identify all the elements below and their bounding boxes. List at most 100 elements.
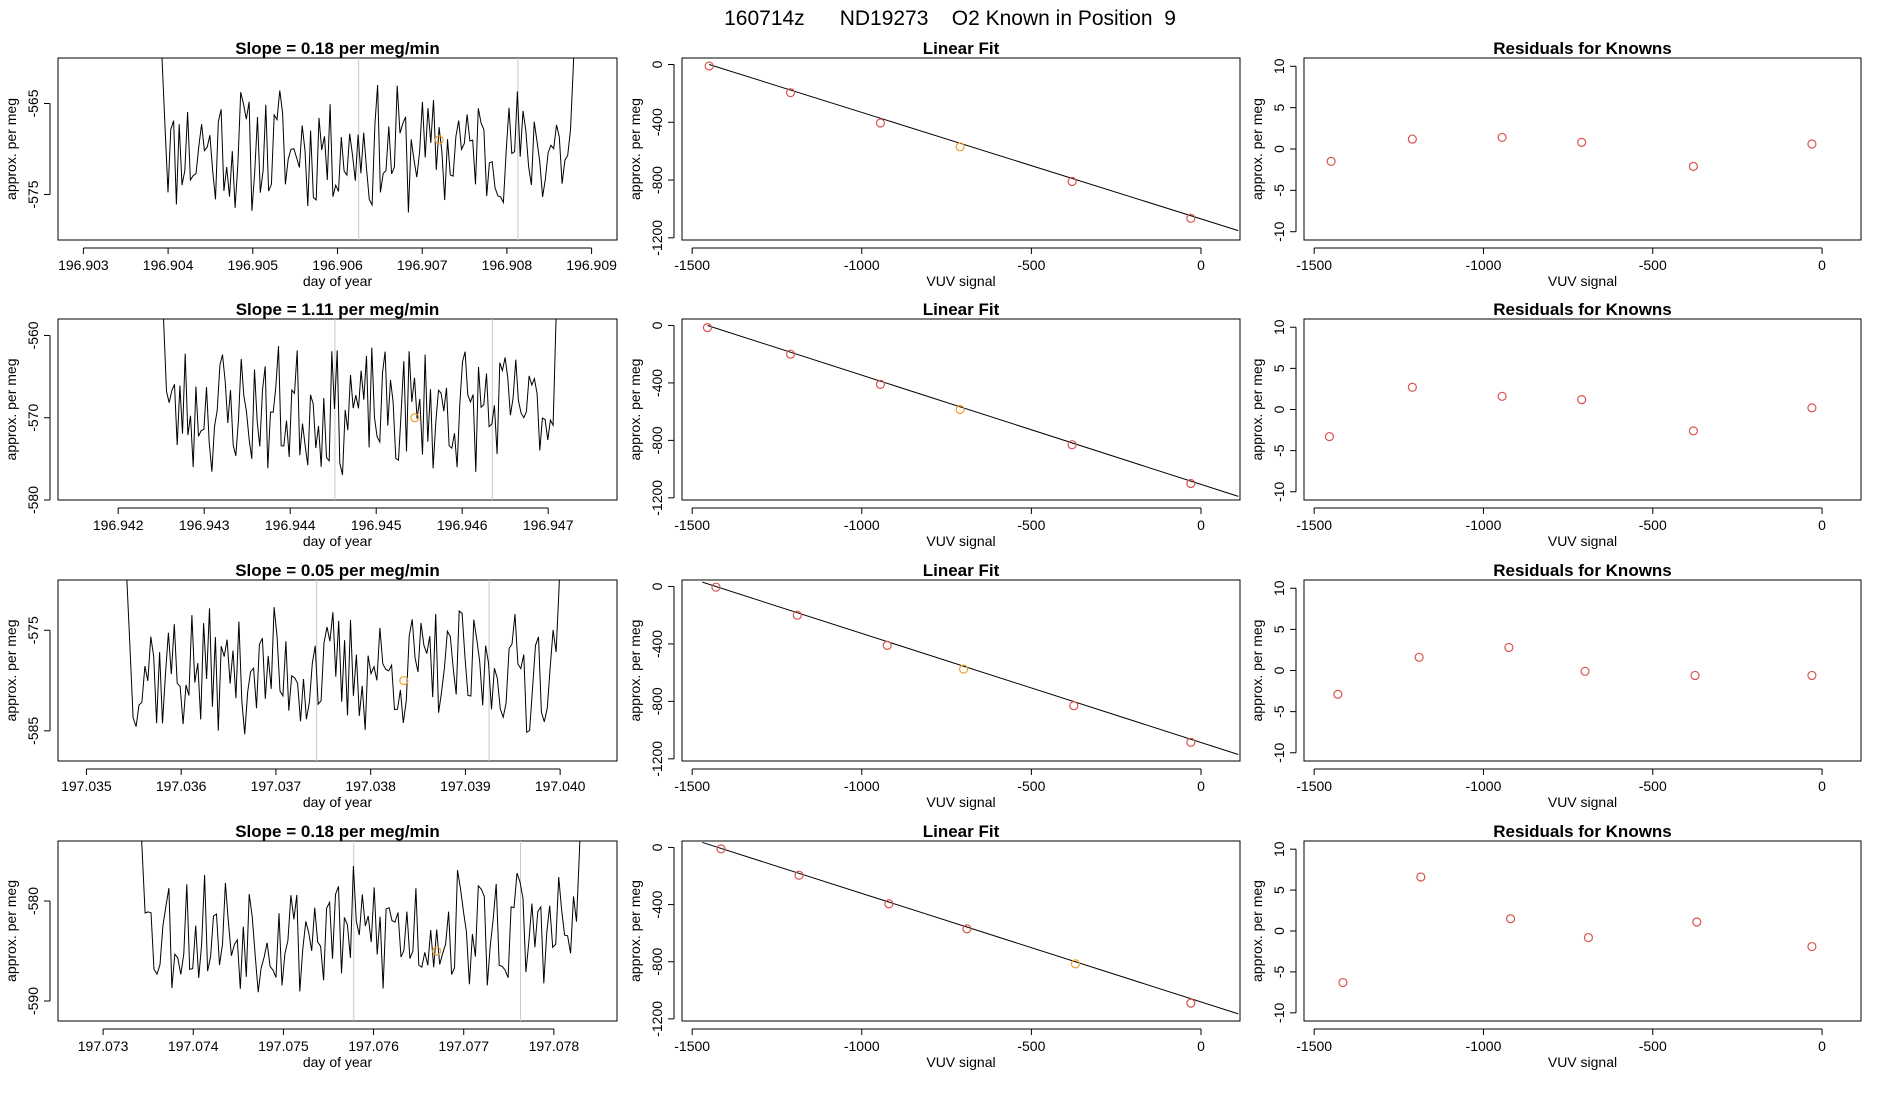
x-tick-label: -1000 [844,1038,880,1054]
y-axis-label: approx. per meg [3,98,19,200]
highlight-point [432,946,442,956]
x-axis-label: VUV signal [1548,794,1617,810]
data-point [1069,701,1079,711]
x-tick-label: 197.077 [438,1038,489,1054]
x-axis-label: day of year [303,1054,373,1070]
data-point [1186,213,1196,223]
data-point [884,899,894,909]
figure-title: 160714z ND19273 O2 Known in Position 9 [724,7,1176,30]
fit-panel-row-2: Linear Fit -1500 -1000 -500 0 VUV signal 0 -400… [627,300,1241,549]
plot-frame [57,579,618,762]
y-tick-label: -400 [649,630,665,658]
plot-data-group [1324,382,1817,442]
plot-data-group [1338,872,1817,988]
y-tick-label: -400 [649,890,665,918]
x-tick-label: -1500 [1296,517,1332,533]
data-point [1497,132,1507,143]
x-axis-label: VUV signal [1548,273,1617,289]
panel-title: Slope = 0.18 per meg/min [235,39,440,58]
x-axis-label: VUV signal [926,1054,995,1070]
x-tick-label: 196.947 [523,517,574,533]
x-tick-label: 197.073 [78,1038,129,1054]
panel-title: Linear Fit [923,561,1000,580]
x-axis-label: day of year [303,794,373,810]
y-tick-label: -5 [1271,965,1287,978]
y-tick-label: 0 [649,60,665,68]
x-tick-label: -1000 [844,257,880,273]
data-point [702,323,713,333]
highlight-point [399,675,409,686]
x-tick-label: -1000 [844,517,880,533]
data-point [1407,382,1417,392]
plot-frame [1303,57,1862,241]
y-tick-label: 0 [1271,666,1287,674]
data-point [1577,137,1587,147]
x-tick-label: 196.942 [93,517,144,533]
residuals-panel-row-3: Residuals for Knowns -1500 -1000 -500 0 VUV s… [1249,561,1862,810]
y-tick-label: -575 [25,180,41,208]
data-point [1186,998,1196,1008]
y-tick-label: -570 [25,404,41,432]
panel-title: Linear Fit [923,300,1000,319]
x-tick-label: -1500 [1296,778,1332,794]
panel-title: Slope = 0.18 per meg/min [235,822,440,841]
plot-frame [1303,840,1862,1022]
timeseries-panel-row-1: Slope = 0.18 per meg/min 196.903 196.904 19… [3,39,618,289]
y-tick-label: -5 [1271,184,1287,197]
plot-frame [57,318,618,501]
y-axis-label: approx. per meg [3,880,19,982]
timeseries-panel-row-3: Slope = 0.05 per meg/min 197.035 197.036 19… [3,561,618,810]
data-point [1067,176,1077,187]
data-point [1414,652,1424,662]
plot-data-group [702,841,1239,1015]
plot-data-group [126,580,560,761]
y-tick-label: 10 [1271,580,1287,596]
fit-line [708,64,1239,232]
y-tick-label: -1200 [649,480,665,516]
x-axis-label: VUV signal [926,533,995,549]
data-point [1186,478,1196,489]
x-tick-label: -500 [1017,778,1045,794]
data-point [1186,737,1196,747]
x-tick-label: -1000 [1466,257,1502,273]
y-axis-label: approx. per meg [1249,98,1265,200]
x-axis-label: day of year [303,273,373,289]
y-tick-label: 5 [1271,104,1287,112]
data-point [794,870,804,880]
y-tick-label: 0 [1271,927,1287,935]
y-tick-label: 0 [1271,145,1287,153]
y-tick-label: 10 [1271,841,1287,857]
x-tick-label: -1500 [674,778,710,794]
plot-data-group [163,319,557,500]
x-tick-label: -500 [1639,257,1667,273]
x-tick-label: 0 [1197,257,1205,273]
x-tick-label: 0 [1197,1038,1205,1054]
plot-frame [681,840,1241,1022]
timeseries-panel-row-2: Slope = 1.11 per meg/min 196.942 196.943 19… [3,300,618,549]
data-point [1688,426,1698,436]
data-point [875,379,886,389]
y-axis-label: approx. per meg [3,620,19,722]
plot-frame [57,57,618,241]
x-tick-label: -500 [1639,1038,1667,1054]
plot-frame [57,840,618,1022]
x-tick-label: -1000 [1466,778,1502,794]
fit-panel-row-4: Linear Fit -1500 -1000 -500 0 VUV signal 0 -400… [627,822,1241,1070]
data-point [1338,977,1348,988]
data-point [1407,134,1417,144]
data-point [716,844,726,854]
data-point [1688,161,1698,171]
data-point [1416,872,1426,882]
y-tick-label: -800 [649,687,665,715]
x-tick-label: 197.078 [529,1038,580,1054]
x-tick-label: 0 [1197,517,1205,533]
x-tick-label: -1500 [674,517,710,533]
x-tick-label: 0 [1818,257,1826,273]
y-tick-label: -5 [1271,444,1287,457]
x-tick-label: 196.946 [437,517,488,533]
y-axis-label: approx. per meg [627,359,643,461]
x-axis-label: VUV signal [1548,1054,1617,1070]
x-tick-label: -500 [1017,1038,1045,1054]
data-point [1807,670,1817,681]
